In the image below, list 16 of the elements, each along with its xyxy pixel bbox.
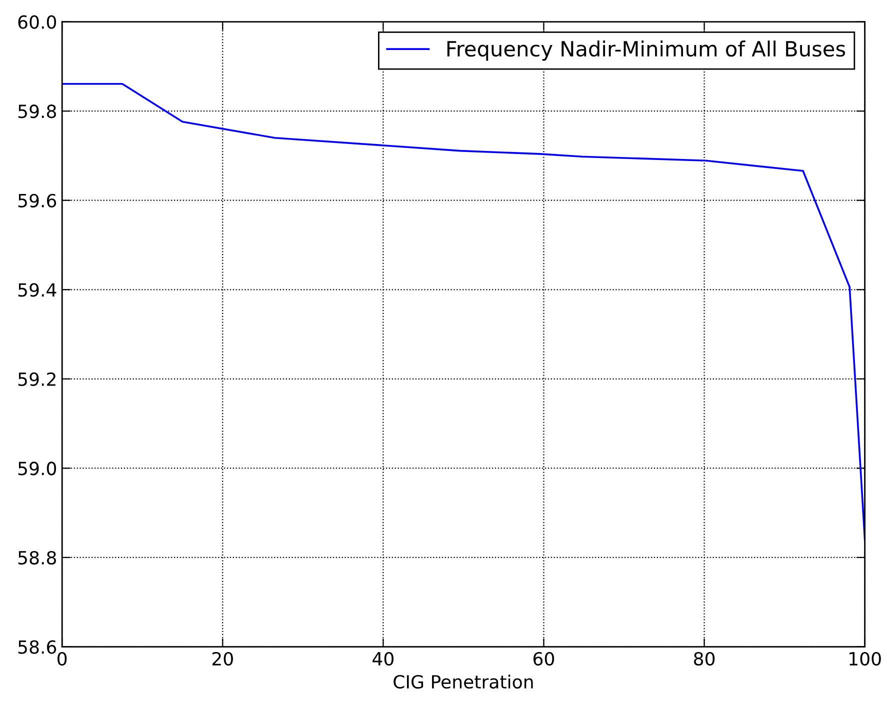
x-tick-label: 60 — [534, 652, 554, 666]
y-tick-label: 58.8 — [18, 550, 56, 565]
y-tick-label: 59.6 — [18, 194, 56, 208]
y-tick-label: 59.0 — [18, 462, 56, 476]
legend-label: Frequency Nadir-Minimum of All Buses — [447, 40, 846, 61]
y-tick-label: 59.8 — [18, 104, 56, 118]
x-axis-title: CIG Penetration — [394, 674, 533, 689]
x-tick-label: 100 — [850, 652, 881, 666]
x-tick-label: 20 — [212, 652, 233, 666]
x-tick-label: 0 — [58, 652, 67, 666]
x-tick-label: 80 — [694, 652, 715, 666]
y-tick-label: 59.2 — [18, 372, 56, 386]
y-tick-label: 58.6 — [18, 640, 56, 654]
x-tick-label: 40 — [372, 652, 394, 666]
y-tick-label: 60.0 — [18, 15, 56, 29]
y-tick-label: 59.4 — [18, 283, 56, 297]
